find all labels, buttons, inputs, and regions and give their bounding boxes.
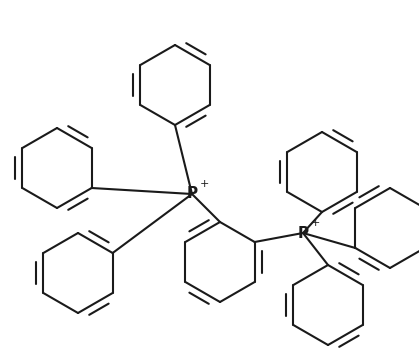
Text: P: P xyxy=(297,226,308,240)
Text: +: + xyxy=(199,179,209,189)
Text: P: P xyxy=(186,186,198,202)
Text: +: + xyxy=(310,218,320,228)
